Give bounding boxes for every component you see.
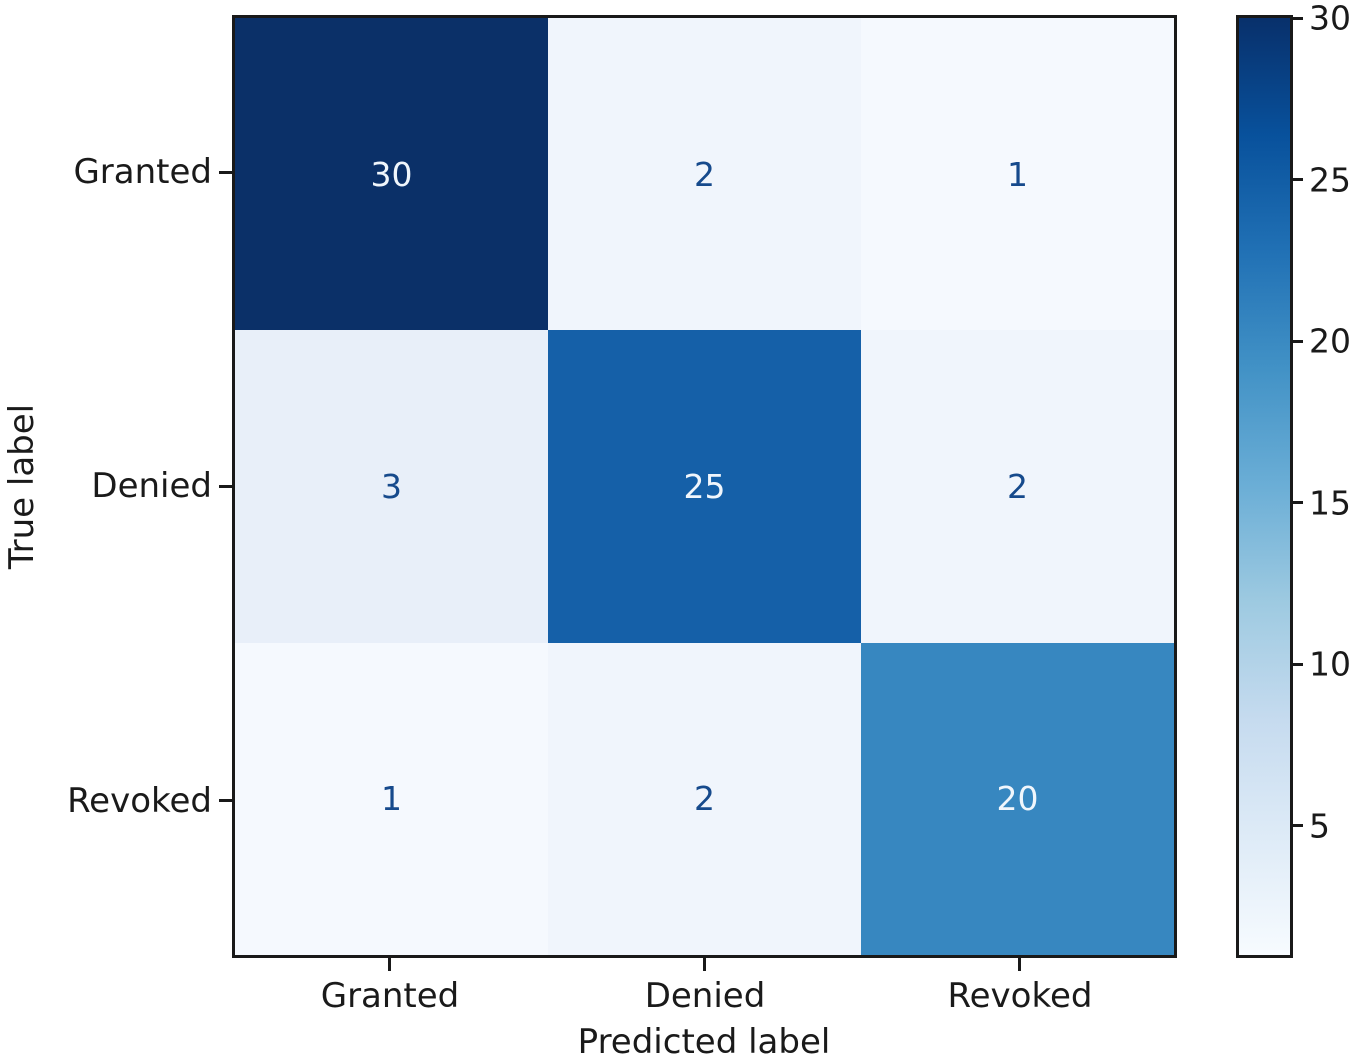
matrix-cell-denied-granted: 3 <box>235 330 548 643</box>
colorbar-tick: 10 <box>1290 645 1351 684</box>
colorbar-tick-label: 5 <box>1309 806 1330 846</box>
x-tick-label-granted: Granted <box>320 976 460 1016</box>
colorbar-tick: 30 <box>1290 0 1351 38</box>
matrix-cell-granted-denied: 2 <box>548 18 861 331</box>
matrix-cell-denied-revoked: 2 <box>861 330 1174 643</box>
matrix-cell-granted-granted: 30 <box>235 18 548 331</box>
colorbar-tick: 5 <box>1290 806 1330 845</box>
colorbar-tick: 15 <box>1290 483 1351 522</box>
matrix-cell-denied-denied: 25 <box>548 330 861 643</box>
colorbar-tick-label: 10 <box>1309 644 1351 684</box>
y-tick-mark <box>219 171 232 174</box>
matrix-cell-revoked-revoked: 20 <box>861 642 1174 955</box>
y-tick-mark <box>219 799 232 802</box>
colorbar-tick-label: 15 <box>1309 483 1351 523</box>
colorbar-tick-label: 25 <box>1309 160 1351 200</box>
x-tick-mark <box>388 958 391 971</box>
x-tick-label-denied: Denied <box>644 976 766 1016</box>
y-tick-label-denied: Denied <box>91 466 212 506</box>
x-tick-mark <box>703 958 706 971</box>
colorbar-tick-label: 30 <box>1309 0 1351 38</box>
y-tick-label-revoked: Revoked <box>67 781 212 821</box>
matrix-cell-granted-revoked: 1 <box>861 18 1174 331</box>
y-tick-label-granted: Granted <box>73 152 212 192</box>
colorbar-tick: 20 <box>1290 322 1351 361</box>
x-axis-title: Predicted label <box>577 1022 831 1062</box>
y-tick-mark <box>219 485 232 488</box>
colorbar: 30 25 20 15 10 5 <box>1236 0 1351 958</box>
matrix-cell-revoked-denied: 2 <box>548 642 861 955</box>
heatmap-plot: 30 2 1 3 25 2 1 2 20 <box>232 15 1177 958</box>
colorbar-tick: 25 <box>1290 160 1351 199</box>
x-tick-label-revoked: Revoked <box>947 976 1093 1016</box>
x-tick-mark <box>1018 958 1021 971</box>
colorbar-tick-label: 20 <box>1309 321 1351 361</box>
matrix-cell-revoked-granted: 1 <box>235 642 548 955</box>
